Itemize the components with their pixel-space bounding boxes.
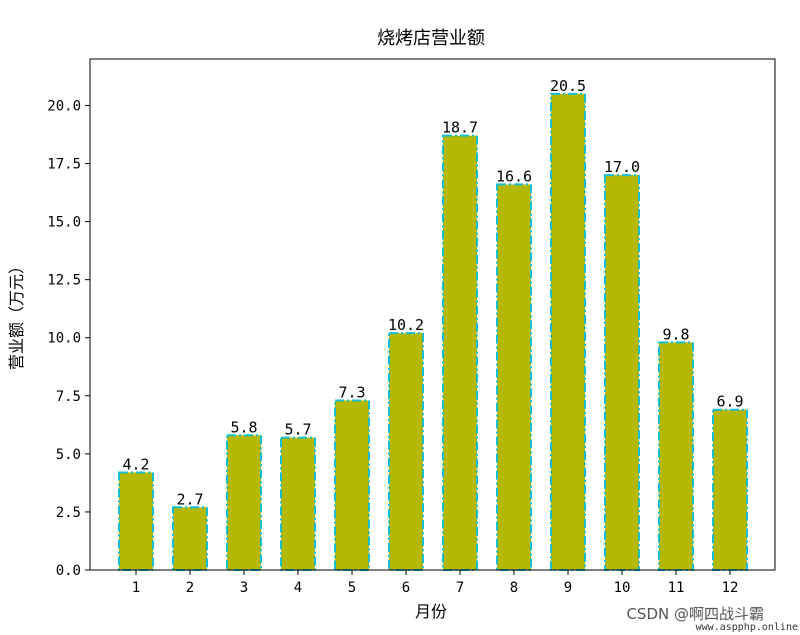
x-tick-label-11: 11 — [668, 580, 685, 596]
x-tick-label-12: 12 — [722, 580, 739, 596]
data-label-10: 17.0 — [604, 158, 640, 176]
y-tick-label-3: 7.5 — [56, 389, 81, 405]
y-tick-label-7: 17.5 — [47, 157, 81, 173]
bar-6 — [388, 332, 424, 571]
data-label-4: 5.7 — [284, 421, 311, 439]
csdn-watermark: CSDN @啊四战斗霸 — [626, 605, 764, 623]
bar-9 — [550, 92, 586, 571]
x-tick-label-8: 8 — [510, 580, 518, 596]
y-tick-label-1: 2.5 — [56, 505, 81, 521]
site-watermark: www.aspphp.online — [695, 622, 798, 633]
data-label-8: 16.6 — [496, 167, 532, 185]
y-axis-title: 营业额（万元） — [7, 258, 26, 370]
bar-11 — [658, 341, 694, 572]
y-tick-label-2: 5.0 — [56, 447, 81, 463]
y-tick-label-4: 10.0 — [47, 331, 81, 347]
bar-12 — [712, 408, 748, 571]
data-label-5: 7.3 — [338, 383, 365, 401]
x-tick-label-5: 5 — [348, 580, 356, 596]
bar-7 — [442, 134, 478, 571]
chart-title: 烧烤店营业额 — [377, 28, 485, 49]
y-tick-label-5: 12.5 — [47, 273, 81, 289]
data-label-7: 18.7 — [442, 119, 478, 137]
bar-8 — [496, 183, 532, 571]
data-label-9: 20.5 — [550, 77, 586, 95]
y-axis: 0.0 2.5 5.0 7.5 10.0 12.5 15.0 17.5 20.0 — [47, 98, 90, 579]
bar-5 — [334, 399, 370, 572]
bar-2 — [172, 506, 208, 572]
x-tick-label-2: 2 — [186, 580, 194, 596]
bar-4 — [280, 436, 316, 572]
x-axis-title: 月份 — [415, 602, 447, 621]
y-tick-label-6: 15.0 — [47, 215, 81, 231]
x-tick-label-7: 7 — [456, 580, 464, 596]
bars-group — [118, 92, 748, 572]
bar-10 — [604, 174, 640, 572]
x-tick-label-3: 3 — [240, 580, 248, 596]
data-label-11: 9.8 — [662, 325, 689, 343]
data-label-3: 5.8 — [230, 418, 257, 436]
y-tick-label-0: 0.0 — [56, 563, 81, 579]
bar-1 — [118, 471, 154, 572]
x-axis: 1 2 3 4 5 6 7 8 9 10 11 12 — [132, 570, 739, 596]
data-label-2: 2.7 — [176, 490, 203, 508]
data-labels-group: 4.2 2.7 5.8 5.7 7.3 10.2 18.7 16.6 20.5 17.0 9.8 6.… — [122, 77, 743, 508]
data-label-12: 6.9 — [716, 393, 743, 411]
bar-3 — [226, 434, 262, 572]
x-tick-label-4: 4 — [294, 580, 302, 596]
y-tick-label-8: 20.0 — [47, 98, 81, 114]
x-tick-label-1: 1 — [132, 580, 140, 596]
x-tick-label-10: 10 — [614, 580, 631, 596]
data-label-6: 10.2 — [388, 316, 424, 334]
x-tick-label-9: 9 — [564, 580, 572, 596]
x-tick-label-6: 6 — [402, 580, 410, 596]
data-label-1: 4.2 — [122, 455, 149, 473]
plot-frame — [89, 58, 776, 571]
